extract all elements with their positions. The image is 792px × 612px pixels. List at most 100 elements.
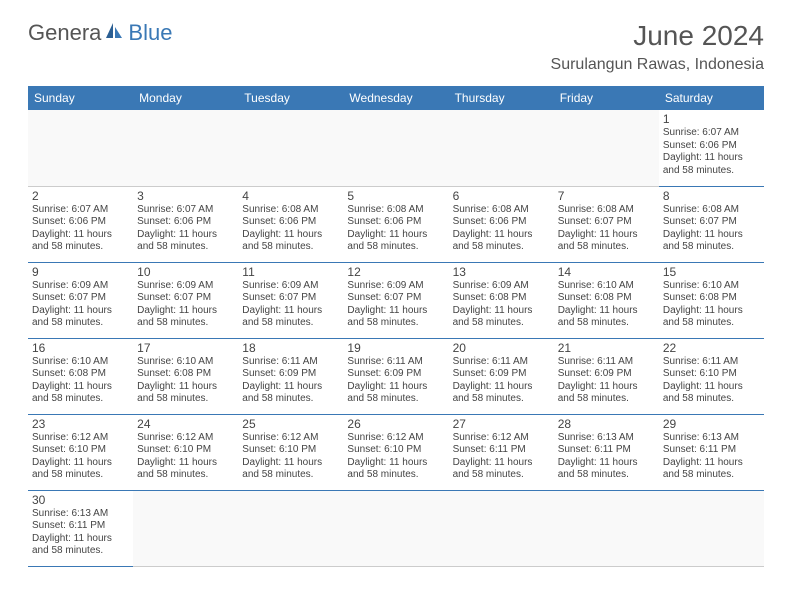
day-info: Sunset: 6:06 PM (242, 216, 339, 229)
calendar-cell: 6Sunrise: 6:08 AMSunset: 6:06 PMDaylight… (449, 186, 554, 262)
day-info: Sunset: 6:09 PM (558, 368, 655, 381)
day-number: 9 (32, 265, 129, 279)
day-number: 12 (347, 265, 444, 279)
calendar-cell: 27Sunrise: 6:12 AMSunset: 6:11 PMDayligh… (449, 414, 554, 490)
day-info: and 58 minutes. (453, 393, 550, 406)
day-number: 15 (663, 265, 760, 279)
calendar-cell (238, 490, 343, 566)
day-info: Sunrise: 6:13 AM (663, 432, 760, 445)
day-info: and 58 minutes. (242, 393, 339, 406)
calendar-cell: 21Sunrise: 6:11 AMSunset: 6:09 PMDayligh… (554, 338, 659, 414)
day-number: 7 (558, 189, 655, 203)
calendar-cell: 10Sunrise: 6:09 AMSunset: 6:07 PMDayligh… (133, 262, 238, 338)
calendar-cell: 5Sunrise: 6:08 AMSunset: 6:06 PMDaylight… (343, 186, 448, 262)
day-header: Wednesday (343, 86, 448, 110)
day-info: Sunrise: 6:13 AM (558, 432, 655, 445)
calendar-cell: 7Sunrise: 6:08 AMSunset: 6:07 PMDaylight… (554, 186, 659, 262)
day-info: Sunrise: 6:10 AM (32, 356, 129, 369)
sail-icon (104, 21, 124, 46)
calendar-cell (449, 110, 554, 186)
day-info: Sunrise: 6:12 AM (137, 432, 234, 445)
day-info: Sunrise: 6:11 AM (663, 356, 760, 369)
day-info: and 58 minutes. (242, 469, 339, 482)
day-info: Daylight: 11 hours (242, 229, 339, 242)
day-info: and 58 minutes. (137, 393, 234, 406)
day-info: Sunrise: 6:08 AM (347, 204, 444, 217)
day-header: Thursday (449, 86, 554, 110)
day-info: Daylight: 11 hours (663, 381, 760, 394)
calendar-cell: 25Sunrise: 6:12 AMSunset: 6:10 PMDayligh… (238, 414, 343, 490)
day-info: and 58 minutes. (663, 241, 760, 254)
month-title: June 2024 (551, 20, 764, 52)
day-info: Sunrise: 6:12 AM (242, 432, 339, 445)
day-info: Sunrise: 6:08 AM (558, 204, 655, 217)
day-number: 20 (453, 341, 550, 355)
header: Genera Blue June 2024 Surulangun Rawas, … (28, 20, 764, 74)
day-info: Sunrise: 6:07 AM (32, 204, 129, 217)
day-info: Daylight: 11 hours (453, 457, 550, 470)
day-info: Daylight: 11 hours (347, 457, 444, 470)
calendar-cell (28, 110, 133, 186)
day-number: 4 (242, 189, 339, 203)
day-info: Daylight: 11 hours (32, 381, 129, 394)
day-info: Daylight: 11 hours (453, 229, 550, 242)
day-number: 30 (32, 493, 129, 507)
day-info: and 58 minutes. (32, 545, 129, 558)
day-number: 3 (137, 189, 234, 203)
day-header: Friday (554, 86, 659, 110)
day-info: Sunset: 6:06 PM (137, 216, 234, 229)
location: Surulangun Rawas, Indonesia (551, 56, 764, 74)
day-info: and 58 minutes. (242, 317, 339, 330)
day-info: Sunrise: 6:07 AM (663, 127, 760, 140)
day-info: and 58 minutes. (558, 393, 655, 406)
day-info: Sunset: 6:06 PM (453, 216, 550, 229)
day-info: Sunset: 6:08 PM (453, 292, 550, 305)
day-number: 16 (32, 341, 129, 355)
day-info: Daylight: 11 hours (32, 533, 129, 546)
day-number: 23 (32, 417, 129, 431)
calendar-cell: 20Sunrise: 6:11 AMSunset: 6:09 PMDayligh… (449, 338, 554, 414)
day-number: 28 (558, 417, 655, 431)
day-info: Daylight: 11 hours (453, 305, 550, 318)
day-number: 13 (453, 265, 550, 279)
day-header: Sunday (28, 86, 133, 110)
day-info: Daylight: 11 hours (32, 229, 129, 242)
day-info: Sunset: 6:07 PM (32, 292, 129, 305)
day-info: Daylight: 11 hours (32, 305, 129, 318)
day-info: and 58 minutes. (663, 393, 760, 406)
day-info: and 58 minutes. (347, 393, 444, 406)
calendar-cell: 1Sunrise: 6:07 AMSunset: 6:06 PMDaylight… (659, 110, 764, 186)
day-info: Sunset: 6:06 PM (347, 216, 444, 229)
day-info: Sunset: 6:08 PM (32, 368, 129, 381)
day-info: Sunset: 6:07 PM (347, 292, 444, 305)
day-info: and 58 minutes. (453, 469, 550, 482)
calendar-cell: 26Sunrise: 6:12 AMSunset: 6:10 PMDayligh… (343, 414, 448, 490)
calendar-cell: 4Sunrise: 6:08 AMSunset: 6:06 PMDaylight… (238, 186, 343, 262)
day-info: and 58 minutes. (558, 317, 655, 330)
day-number: 8 (663, 189, 760, 203)
day-info: Daylight: 11 hours (558, 305, 655, 318)
calendar-cell: 2Sunrise: 6:07 AMSunset: 6:06 PMDaylight… (28, 186, 133, 262)
day-info: Sunrise: 6:08 AM (663, 204, 760, 217)
day-info: Sunrise: 6:07 AM (137, 204, 234, 217)
day-info: Daylight: 11 hours (347, 305, 444, 318)
day-number: 24 (137, 417, 234, 431)
calendar-cell: 13Sunrise: 6:09 AMSunset: 6:08 PMDayligh… (449, 262, 554, 338)
day-info: and 58 minutes. (453, 241, 550, 254)
day-info: Daylight: 11 hours (558, 381, 655, 394)
calendar-cell (238, 110, 343, 186)
day-info: and 58 minutes. (663, 165, 760, 178)
logo-text-2: Blue (128, 20, 172, 46)
calendar-cell (449, 490, 554, 566)
day-number: 27 (453, 417, 550, 431)
day-number: 5 (347, 189, 444, 203)
calendar-cell (554, 110, 659, 186)
day-info: Daylight: 11 hours (347, 381, 444, 394)
calendar-cell: 30Sunrise: 6:13 AMSunset: 6:11 PMDayligh… (28, 490, 133, 566)
day-info: Sunrise: 6:11 AM (453, 356, 550, 369)
calendar-cell: 16Sunrise: 6:10 AMSunset: 6:08 PMDayligh… (28, 338, 133, 414)
day-info: Daylight: 11 hours (663, 305, 760, 318)
calendar-cell: 28Sunrise: 6:13 AMSunset: 6:11 PMDayligh… (554, 414, 659, 490)
day-number: 19 (347, 341, 444, 355)
calendar-cell: 29Sunrise: 6:13 AMSunset: 6:11 PMDayligh… (659, 414, 764, 490)
